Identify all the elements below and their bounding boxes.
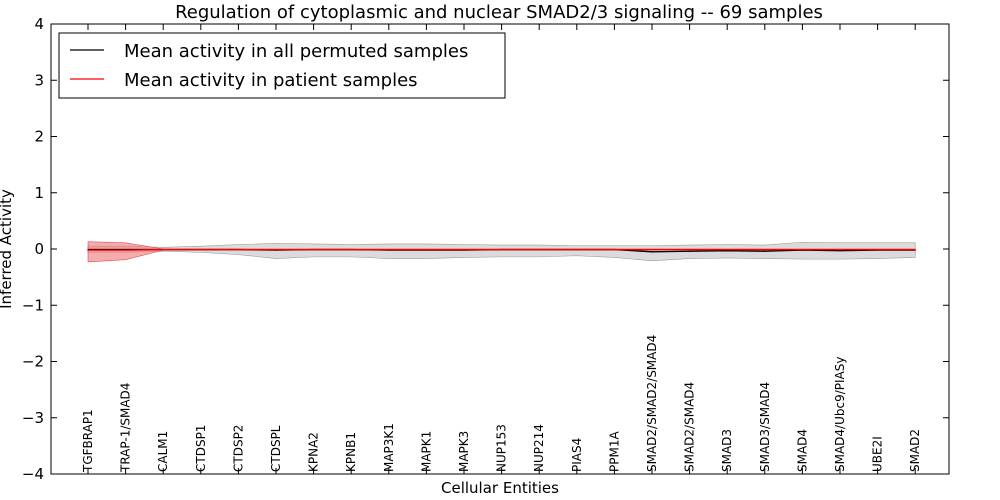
patient-point — [877, 248, 879, 251]
patient-point — [839, 248, 841, 251]
patient-point — [764, 248, 766, 251]
patient-point — [200, 248, 202, 251]
permuted-point — [689, 250, 691, 252]
patient-point — [801, 248, 804, 251]
category-label: MAPK1 — [419, 431, 433, 472]
y-tick-label: −1 — [22, 296, 44, 314]
category-label: CALM1 — [156, 431, 170, 472]
category-label: SMAD3 — [720, 429, 734, 472]
category-label: CTDSP1 — [194, 425, 208, 472]
y-tick-label: 0 — [34, 240, 44, 258]
confidence-bands — [87, 241, 916, 263]
patient-point — [576, 248, 578, 251]
category-label: PIAS4 — [570, 438, 584, 472]
legend-label-patient: Mean activity in patient samples — [124, 70, 418, 91]
category-label: KPNB1 — [344, 432, 358, 472]
patient-point — [613, 248, 616, 251]
y-tick-label: 2 — [34, 128, 44, 146]
category-label: KPNA2 — [307, 432, 321, 472]
x-axis: TGFBRAP1 TRAP-1/SMAD4 CALM1 CTDSP1 CTDSP2 CTD… — [81, 24, 922, 474]
patient-point — [726, 248, 728, 251]
legend: Mean activity in all permuted samples Me… — [58, 32, 506, 99]
patient-point — [689, 248, 691, 251]
patient-point — [162, 248, 164, 251]
y-tick-label: −3 — [22, 409, 44, 427]
category-label: CTDSPL — [269, 425, 283, 472]
permuted-point — [651, 251, 653, 253]
category-label: NUP153 — [495, 424, 509, 472]
patient-point — [87, 249, 89, 251]
patient-point — [388, 248, 390, 251]
category-label: SMAD4/Ubc9/PIASy — [833, 357, 847, 472]
category-label: SMAD4 — [795, 429, 809, 472]
y-tick-label: 4 — [34, 15, 44, 33]
category-label: SMAD2/SMAD4 — [683, 382, 697, 472]
category-label: MAPK3 — [457, 431, 471, 472]
patient-point — [651, 248, 653, 251]
patient-point — [350, 248, 352, 251]
category-label: SMAD2/SMAD2/SMAD4 — [645, 335, 659, 472]
patient-point — [914, 248, 916, 251]
chart-title: Regulation of cytoplasmic and nuclear SM… — [175, 2, 823, 23]
patient-point — [538, 248, 540, 251]
patient-point — [425, 248, 427, 251]
legend-box — [58, 32, 506, 99]
category-label: NUP214 — [532, 424, 546, 472]
permuted-point — [726, 250, 728, 252]
permuted-point — [764, 250, 766, 252]
category-label: UBE2I — [871, 436, 885, 472]
y-axis-label: Inferred Activity — [0, 189, 15, 309]
y-tick-label: −2 — [22, 353, 44, 371]
y-tick-label: 3 — [34, 71, 44, 89]
patient-point — [501, 248, 503, 251]
y-tick-label: 1 — [34, 184, 44, 202]
patient-point — [275, 248, 277, 251]
category-label: MAP3K1 — [382, 423, 396, 472]
category-label: TRAP-1/SMAD4 — [119, 383, 133, 473]
category-label: PPM1A — [607, 431, 621, 472]
x-axis-label: Cellular Entities — [441, 479, 559, 497]
patient-point — [125, 249, 127, 251]
category-label: TGFBRAP1 — [81, 409, 95, 473]
y-tick-label: −4 — [22, 465, 44, 483]
patient-point — [313, 248, 315, 251]
patient-point — [237, 248, 239, 251]
series-lines — [87, 248, 916, 253]
permuted-band — [87, 241, 916, 262]
y-axis: 4 3 2 1 0 −1 −2 −3 −4 — [22, 15, 949, 483]
patient-point — [463, 248, 465, 251]
category-label: SMAD2 — [908, 429, 922, 472]
permuted-point — [839, 250, 841, 252]
legend-label-permuted: Mean activity in all permuted samples — [124, 41, 468, 62]
category-label: CTDSP2 — [231, 425, 245, 472]
category-label: SMAD3/SMAD4 — [758, 382, 772, 472]
